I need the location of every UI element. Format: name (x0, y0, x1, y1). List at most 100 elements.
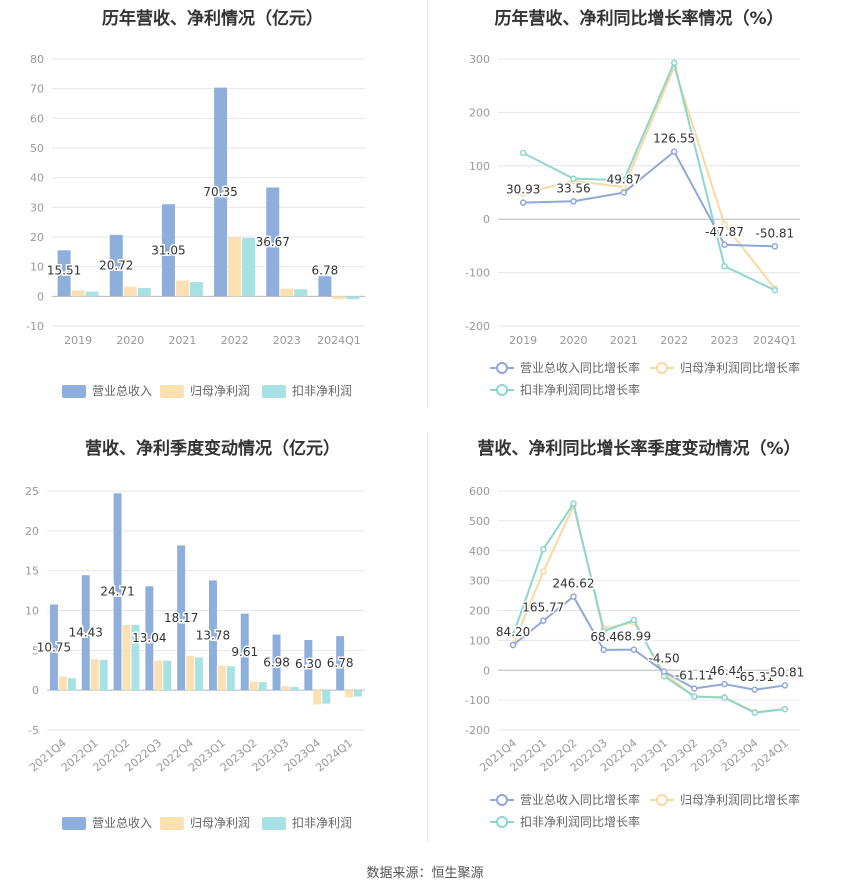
y-tick-label: 40 (30, 172, 44, 185)
bar (228, 237, 242, 297)
series-line (512, 595, 786, 691)
point-marker (519, 190, 527, 197)
data-label: 126.55 (653, 132, 695, 146)
data-label: 14.43 (69, 626, 103, 640)
quarterly-growth-line-chart: -200-10001002003004005006002021Q42022Q12… (465, 485, 806, 829)
y-tick-label: 200 (469, 106, 490, 119)
y-tick-label: 100 (469, 160, 490, 173)
legend-label: 扣非净利润 (292, 816, 352, 830)
point-marker (600, 628, 607, 635)
bar (57, 250, 71, 297)
chart-title: 历年营收、净利同比增长率情况（%） (494, 9, 784, 29)
legend-marker-icon (496, 362, 508, 374)
point-marker (751, 686, 758, 694)
data-label: -50.81 (755, 226, 794, 240)
y-tick-label: 600 (469, 485, 490, 498)
bar (85, 291, 99, 297)
y-tick-label: 0 (37, 290, 44, 303)
data-label: 6.78 (312, 263, 339, 277)
x-tick-label: 2020 (560, 334, 588, 347)
data-label: 84.20 (496, 625, 530, 639)
bar (258, 682, 267, 691)
bar (137, 288, 151, 297)
vertical-divider (427, 0, 428, 408)
data-label: 6.98 (263, 655, 290, 669)
annual-growth-line-chart: -200 -100 0 100 200 300 2019 2020 2021 2022 2023 20… (465, 53, 800, 397)
series-line (523, 150, 775, 248)
point-marker (540, 568, 547, 575)
point-marker (620, 189, 628, 196)
chart-title: 营收、净利同比增长率季度变动情况（%） (477, 439, 801, 459)
chart-title: 营收、净利季度变动情况（亿元） (85, 439, 340, 459)
x-tick-label: 2023 (273, 334, 301, 347)
data-label: 70.35 (203, 185, 237, 199)
bar (318, 276, 332, 297)
x-tick-label: 2022 (660, 334, 688, 347)
y-tick-label: 0 (483, 213, 490, 226)
y-tick-label: 0 (32, 684, 39, 697)
data-label: 9.61 (231, 645, 258, 659)
bar (49, 604, 58, 691)
data-label: -4.50 (649, 652, 680, 666)
bar (177, 545, 186, 691)
point-marker (670, 148, 678, 155)
chart-title: 历年营收、净利情况（亿元） (102, 9, 323, 29)
bar (354, 690, 363, 697)
data-source-footer: 数据来源：恒生聚源 (366, 866, 484, 881)
series-line (522, 64, 776, 290)
point-marker (509, 631, 517, 639)
point-marker (721, 694, 728, 701)
point-marker (691, 693, 698, 700)
bar (242, 237, 256, 297)
bar (58, 676, 67, 691)
bar (131, 624, 140, 691)
y-tick-label: 400 (469, 545, 490, 558)
annual-revenue-profit-panel: 历年营收、净利情况（亿元） -10 0 10 20 30 40 50 60 70 80 2019 20… (0, 0, 425, 410)
bar (161, 204, 175, 297)
y-tick-label: -100 (465, 267, 490, 280)
bar (145, 586, 154, 691)
data-label: 6.78 (327, 656, 354, 670)
bar (123, 286, 137, 297)
x-tick-label: 2021 (610, 334, 638, 347)
legend-label: 营业总收入同比增长率 (520, 360, 640, 375)
bar (189, 282, 203, 297)
point-marker (630, 646, 638, 653)
bar (281, 686, 290, 691)
point-marker (540, 546, 547, 553)
point-marker (519, 149, 527, 157)
point-marker (570, 593, 577, 600)
bar (113, 493, 122, 691)
x-tick-label: 2024Q1 (317, 334, 361, 347)
x-tick-label: 2021 (168, 334, 196, 347)
data-label: -50.81 (766, 665, 805, 679)
point-marker (570, 500, 577, 507)
data-label: 18.17 (164, 611, 198, 625)
bar (322, 690, 331, 704)
point-marker (751, 709, 758, 716)
point-marker (771, 286, 779, 294)
vertical-divider (427, 432, 428, 842)
y-tick-label: 25 (25, 485, 39, 498)
data-label: 30.93 (506, 183, 540, 197)
legend-label: 扣非净利润 (292, 384, 352, 398)
data-label: -47.87 (705, 225, 744, 239)
data-label: 33.56 (556, 181, 590, 195)
series-line (522, 59, 776, 292)
point-marker (721, 221, 728, 228)
annual-bar-chart: -10 0 10 20 30 40 50 60 70 80 2019 2020 2021 2022 2023… (26, 53, 365, 398)
y-tick-label: 100 (469, 634, 490, 647)
bar (226, 666, 235, 691)
data-label: 13.78 (196, 628, 230, 642)
point-marker (600, 646, 607, 654)
point-marker (781, 705, 789, 713)
y-tick-label: 80 (30, 53, 44, 66)
legend-swatch-icon (62, 385, 86, 398)
data-label: 15.51 (47, 263, 81, 277)
y-tick-label: -10 (26, 320, 44, 333)
bar (67, 678, 76, 691)
x-tick-label: 2019 (509, 334, 537, 347)
x-tick-label: 2024Q1 (753, 334, 797, 347)
legend-marker-icon (656, 794, 668, 806)
bar (249, 681, 258, 691)
